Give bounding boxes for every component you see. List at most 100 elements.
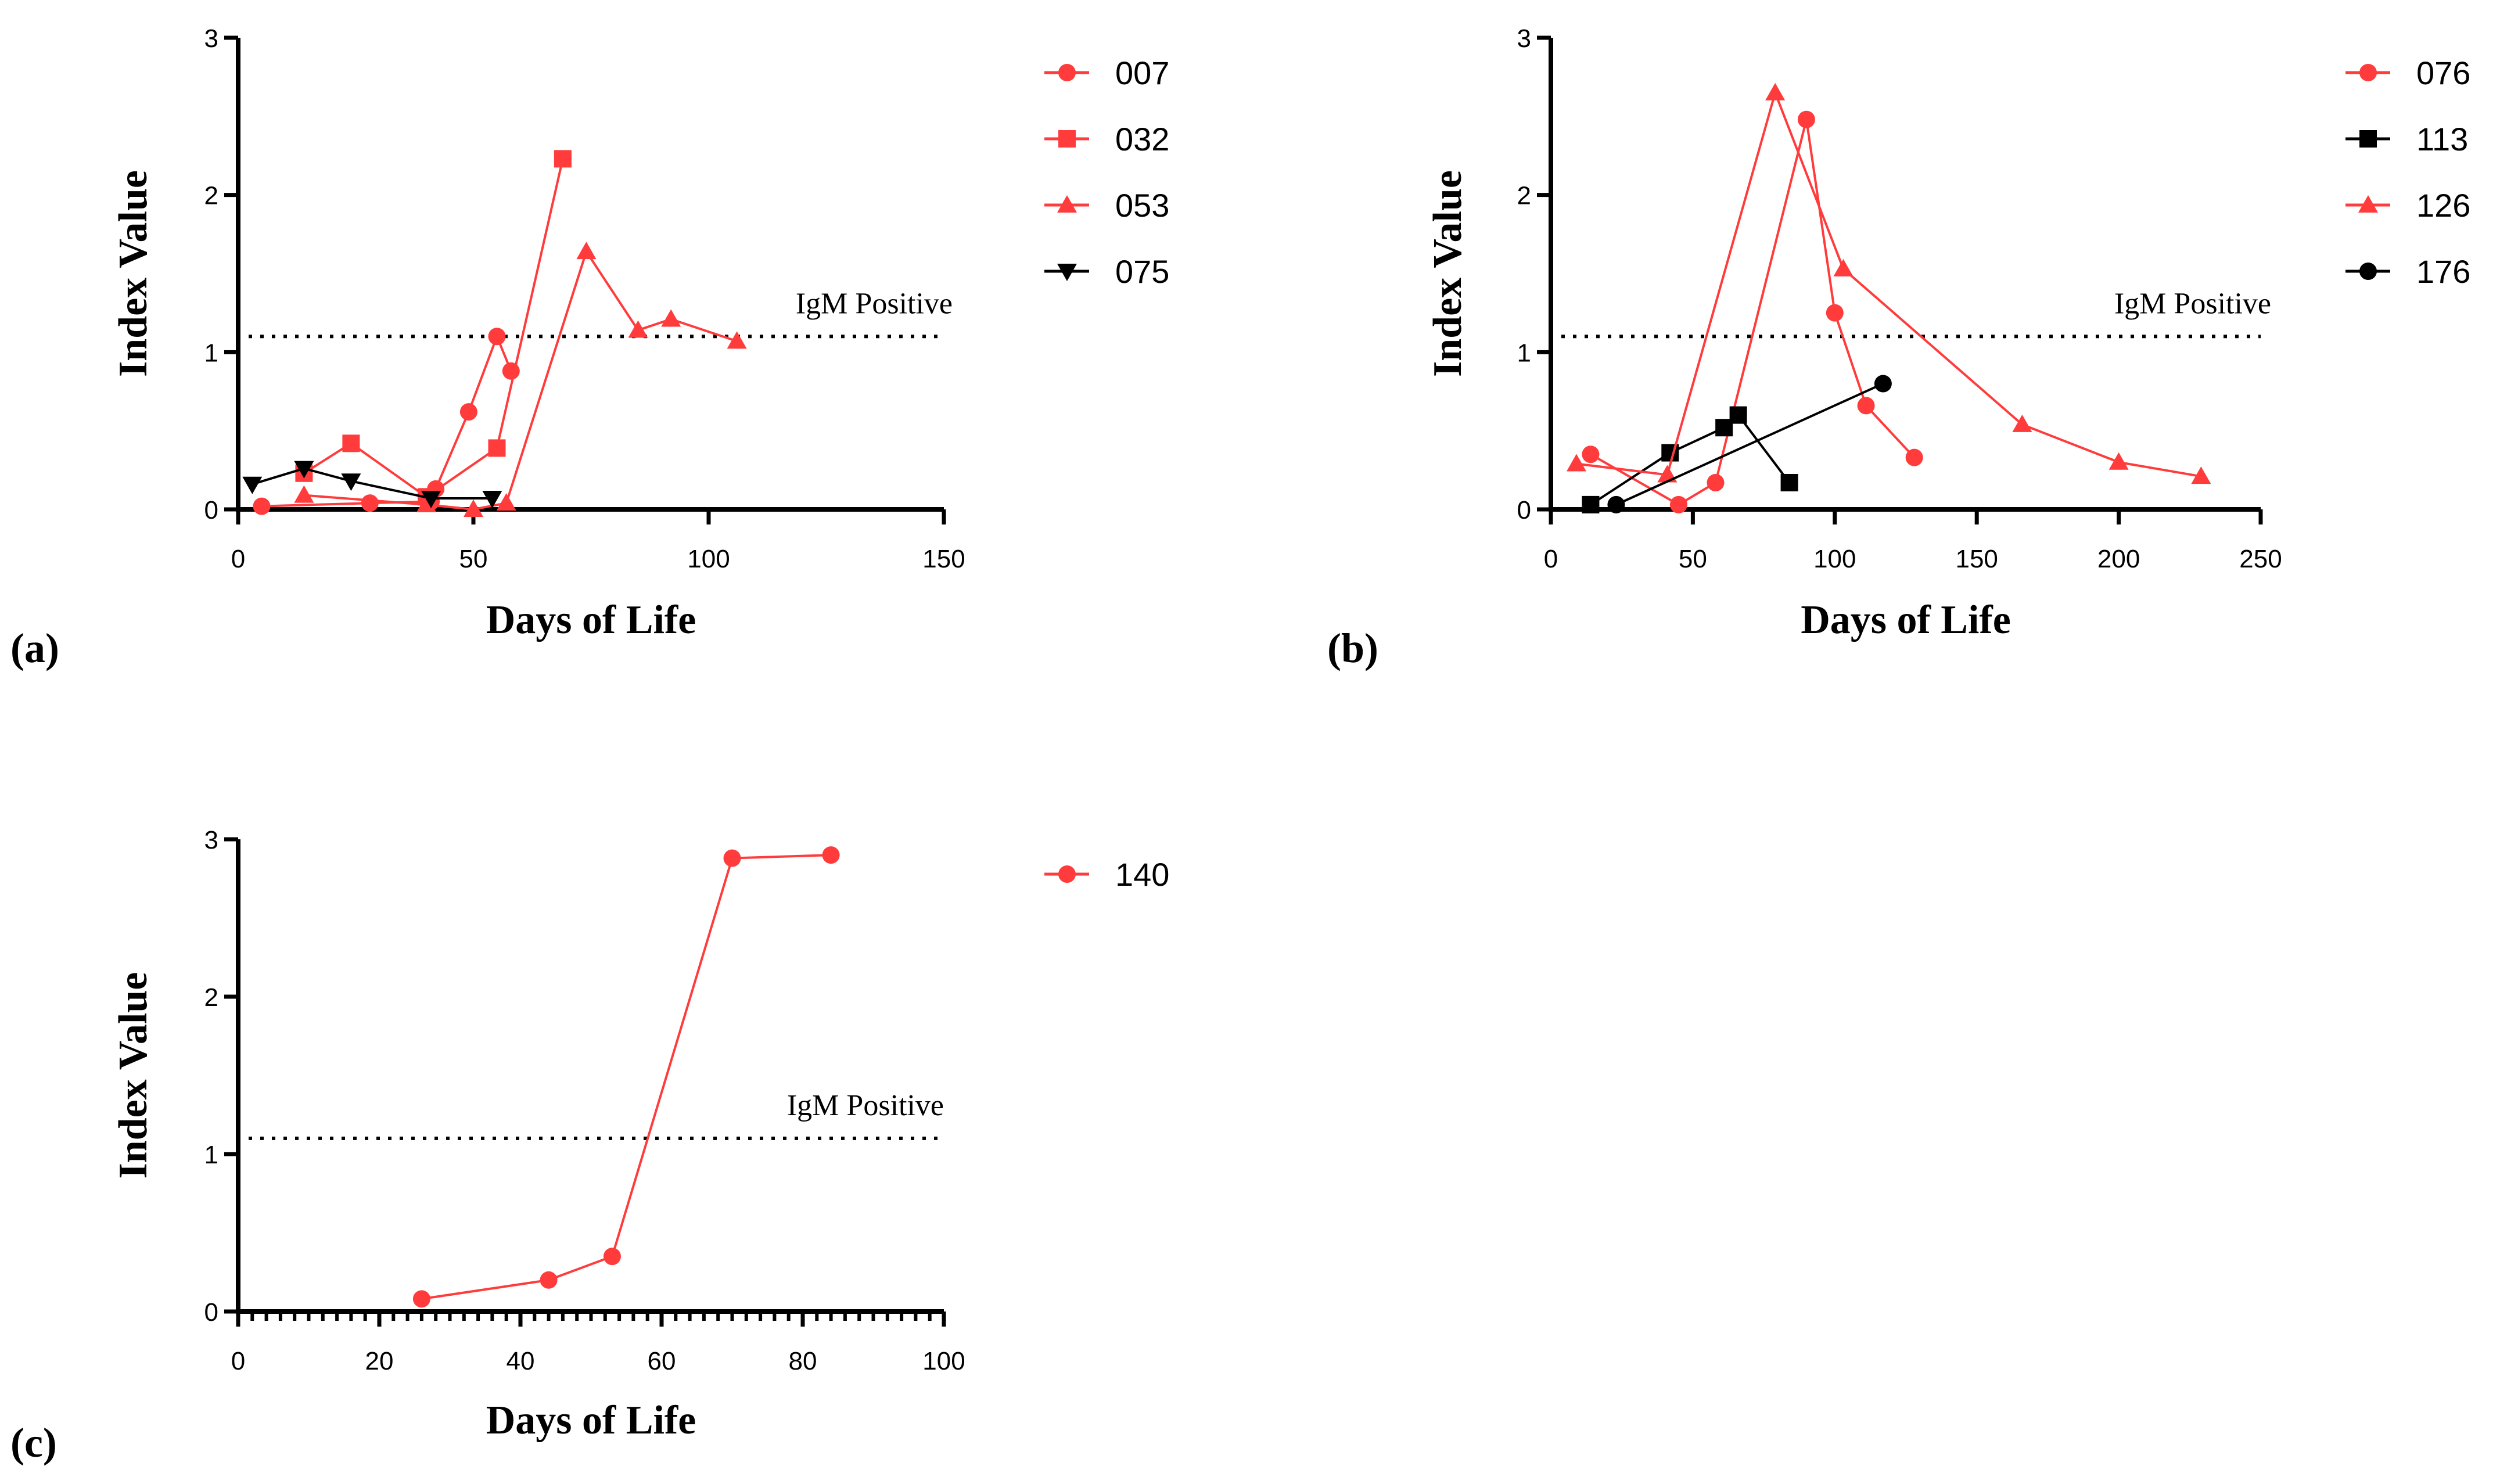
x-tick-label: 50 (459, 545, 488, 573)
data-point (603, 1248, 621, 1266)
x-tick-label: 150 (922, 545, 965, 573)
y-tick-label: 0 (1517, 496, 1531, 524)
y-tick-label: 1 (204, 1141, 218, 1169)
legend-marker (1058, 865, 1076, 883)
y-tick-label: 3 (204, 24, 218, 53)
panel-label: (b) (1327, 625, 1378, 671)
panel-label: (a) (10, 625, 59, 671)
data-point (464, 500, 483, 517)
x-tick-label: 100 (922, 1347, 965, 1375)
reference-line-label: IgM Positive (796, 287, 953, 320)
y-axis-title: Index Value (1425, 170, 1470, 377)
y-tick-label: 1 (1517, 339, 1531, 367)
y-tick-label: 2 (1517, 182, 1531, 210)
y-tick-label: 0 (204, 496, 218, 524)
reference-line-label: IgM Positive (2114, 287, 2271, 320)
data-point (2191, 466, 2211, 484)
legend-marker (2359, 130, 2377, 148)
legend-marker (2359, 64, 2377, 81)
data-point (1582, 495, 1600, 513)
legend-item-126: 126 (2345, 187, 2470, 224)
x-axis-title: Days of Life (1801, 598, 2011, 642)
x-tick-label: 50 (1679, 545, 1707, 573)
data-point (1707, 473, 1725, 491)
data-point (1765, 82, 1786, 100)
x-tick-label: 80 (789, 1347, 817, 1375)
legend-marker (1057, 264, 1077, 281)
x-tick-label: 0 (1544, 545, 1558, 573)
legend-item-176: 176 (2345, 253, 2470, 290)
data-point (723, 849, 741, 867)
series-075 (242, 461, 502, 509)
series-line (1615, 382, 1884, 506)
data-point (1669, 495, 1687, 513)
y-tick-label: 0 (204, 1298, 218, 1327)
data-point (1797, 110, 1815, 128)
data-point (554, 150, 572, 168)
y-axis-title: Index Value (111, 170, 156, 377)
data-point (822, 846, 840, 864)
legend-marker (1057, 195, 1077, 213)
legend-item-007: 007 (1044, 55, 1169, 91)
data-point (1826, 304, 1844, 322)
x-tick-label: 0 (231, 1347, 245, 1375)
series-140 (412, 846, 840, 1308)
x-tick-label: 0 (231, 545, 245, 573)
legend-item-113: 113 (2345, 121, 2468, 157)
data-point (727, 331, 747, 349)
y-tick-label: 3 (1517, 24, 1531, 53)
data-point (421, 491, 441, 509)
data-point (2012, 414, 2032, 432)
data-point (488, 439, 506, 457)
series-176 (1607, 375, 1892, 513)
legend-item-076: 076 (2345, 55, 2470, 91)
data-point (341, 473, 361, 491)
data-point (1607, 495, 1625, 513)
chart-panel-c: 0 1 2 3 0 20 40 60 80 100 Days of Life Index Value I… (10, 826, 1169, 1466)
data-point (253, 497, 271, 515)
data-point (242, 476, 263, 494)
legend-item-140: 140 (1044, 856, 1169, 893)
series-126 (1566, 82, 2211, 484)
y-tick-label: 1 (204, 339, 218, 367)
legend-label: 176 (2416, 253, 2470, 290)
data-point (459, 403, 477, 421)
legend-label: 053 (1115, 187, 1169, 224)
x-tick-label: 60 (648, 1347, 676, 1375)
x-tick-label: 40 (507, 1347, 535, 1375)
legend-marker (2358, 195, 2378, 213)
data-point (2108, 452, 2129, 470)
legend-label: 140 (1115, 856, 1169, 893)
data-point (540, 1271, 558, 1289)
data-point (482, 491, 502, 509)
x-tick-label: 200 (2097, 545, 2140, 573)
data-point (488, 328, 506, 346)
legend-item-075: 075 (1044, 253, 1169, 290)
data-point (1780, 473, 1798, 491)
data-point (294, 485, 314, 503)
reference-line-label: IgM Positive (787, 1089, 944, 1122)
data-point (361, 494, 379, 512)
data-point (412, 1290, 430, 1308)
y-tick-label: 2 (204, 983, 218, 1012)
x-axis-title: Days of Life (486, 598, 696, 642)
data-point (496, 493, 516, 511)
chart-panel-a: 0 1 2 3 0 50 100 150 Days of Life Index Value IgM … (10, 24, 1169, 671)
data-point (1582, 445, 1600, 463)
series-053 (294, 242, 747, 517)
data-point (1833, 258, 1854, 276)
series-076 (1582, 110, 1923, 513)
x-tick-label: 150 (1955, 545, 1998, 573)
legend-marker (1058, 130, 1076, 148)
data-point (502, 362, 520, 380)
data-point (661, 309, 681, 327)
y-axis-title: Index Value (111, 972, 156, 1179)
data-point (1905, 448, 1923, 466)
data-point (1729, 406, 1747, 424)
legend-marker (2359, 263, 2377, 280)
x-tick-label: 20 (365, 1347, 394, 1375)
data-point (294, 461, 314, 479)
data-point (1857, 397, 1875, 415)
data-point (342, 434, 360, 452)
